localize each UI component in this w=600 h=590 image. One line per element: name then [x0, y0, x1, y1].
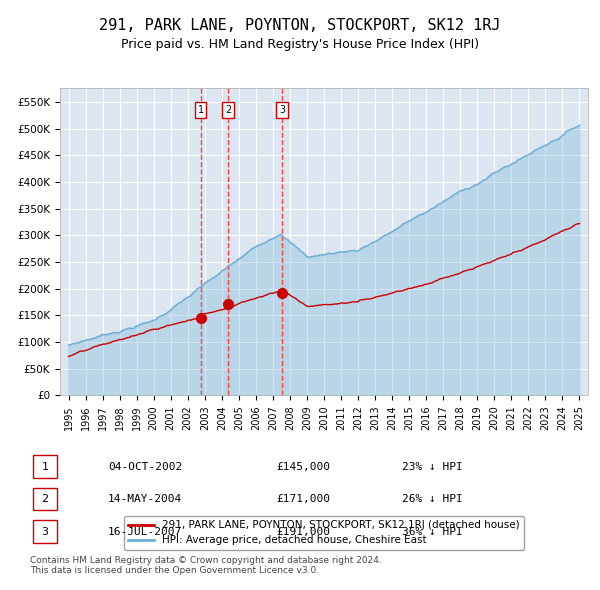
Text: 291, PARK LANE, POYNTON, STOCKPORT, SK12 1RJ: 291, PARK LANE, POYNTON, STOCKPORT, SK12… [99, 18, 501, 32]
Text: 16-JUL-2007: 16-JUL-2007 [108, 527, 182, 536]
Text: £171,000: £171,000 [276, 494, 330, 504]
Text: £145,000: £145,000 [276, 462, 330, 471]
Text: 3: 3 [41, 527, 49, 536]
Text: Contains HM Land Registry data © Crown copyright and database right 2024.
This d: Contains HM Land Registry data © Crown c… [30, 556, 382, 575]
Text: 2: 2 [41, 494, 49, 504]
Text: Price paid vs. HM Land Registry's House Price Index (HPI): Price paid vs. HM Land Registry's House … [121, 38, 479, 51]
Text: 04-OCT-2002: 04-OCT-2002 [108, 462, 182, 471]
Legend: 291, PARK LANE, POYNTON, STOCKPORT, SK12 1RJ (detached house), HPI: Average pric: 291, PARK LANE, POYNTON, STOCKPORT, SK12… [124, 516, 524, 550]
Text: 36% ↓ HPI: 36% ↓ HPI [402, 527, 463, 536]
Text: 2: 2 [225, 105, 231, 115]
Text: 14-MAY-2004: 14-MAY-2004 [108, 494, 182, 504]
Text: 26% ↓ HPI: 26% ↓ HPI [402, 494, 463, 504]
Text: 3: 3 [279, 105, 285, 115]
Text: 23% ↓ HPI: 23% ↓ HPI [402, 462, 463, 471]
Text: £191,000: £191,000 [276, 527, 330, 536]
Text: 1: 1 [41, 462, 49, 471]
Text: 1: 1 [197, 105, 203, 115]
